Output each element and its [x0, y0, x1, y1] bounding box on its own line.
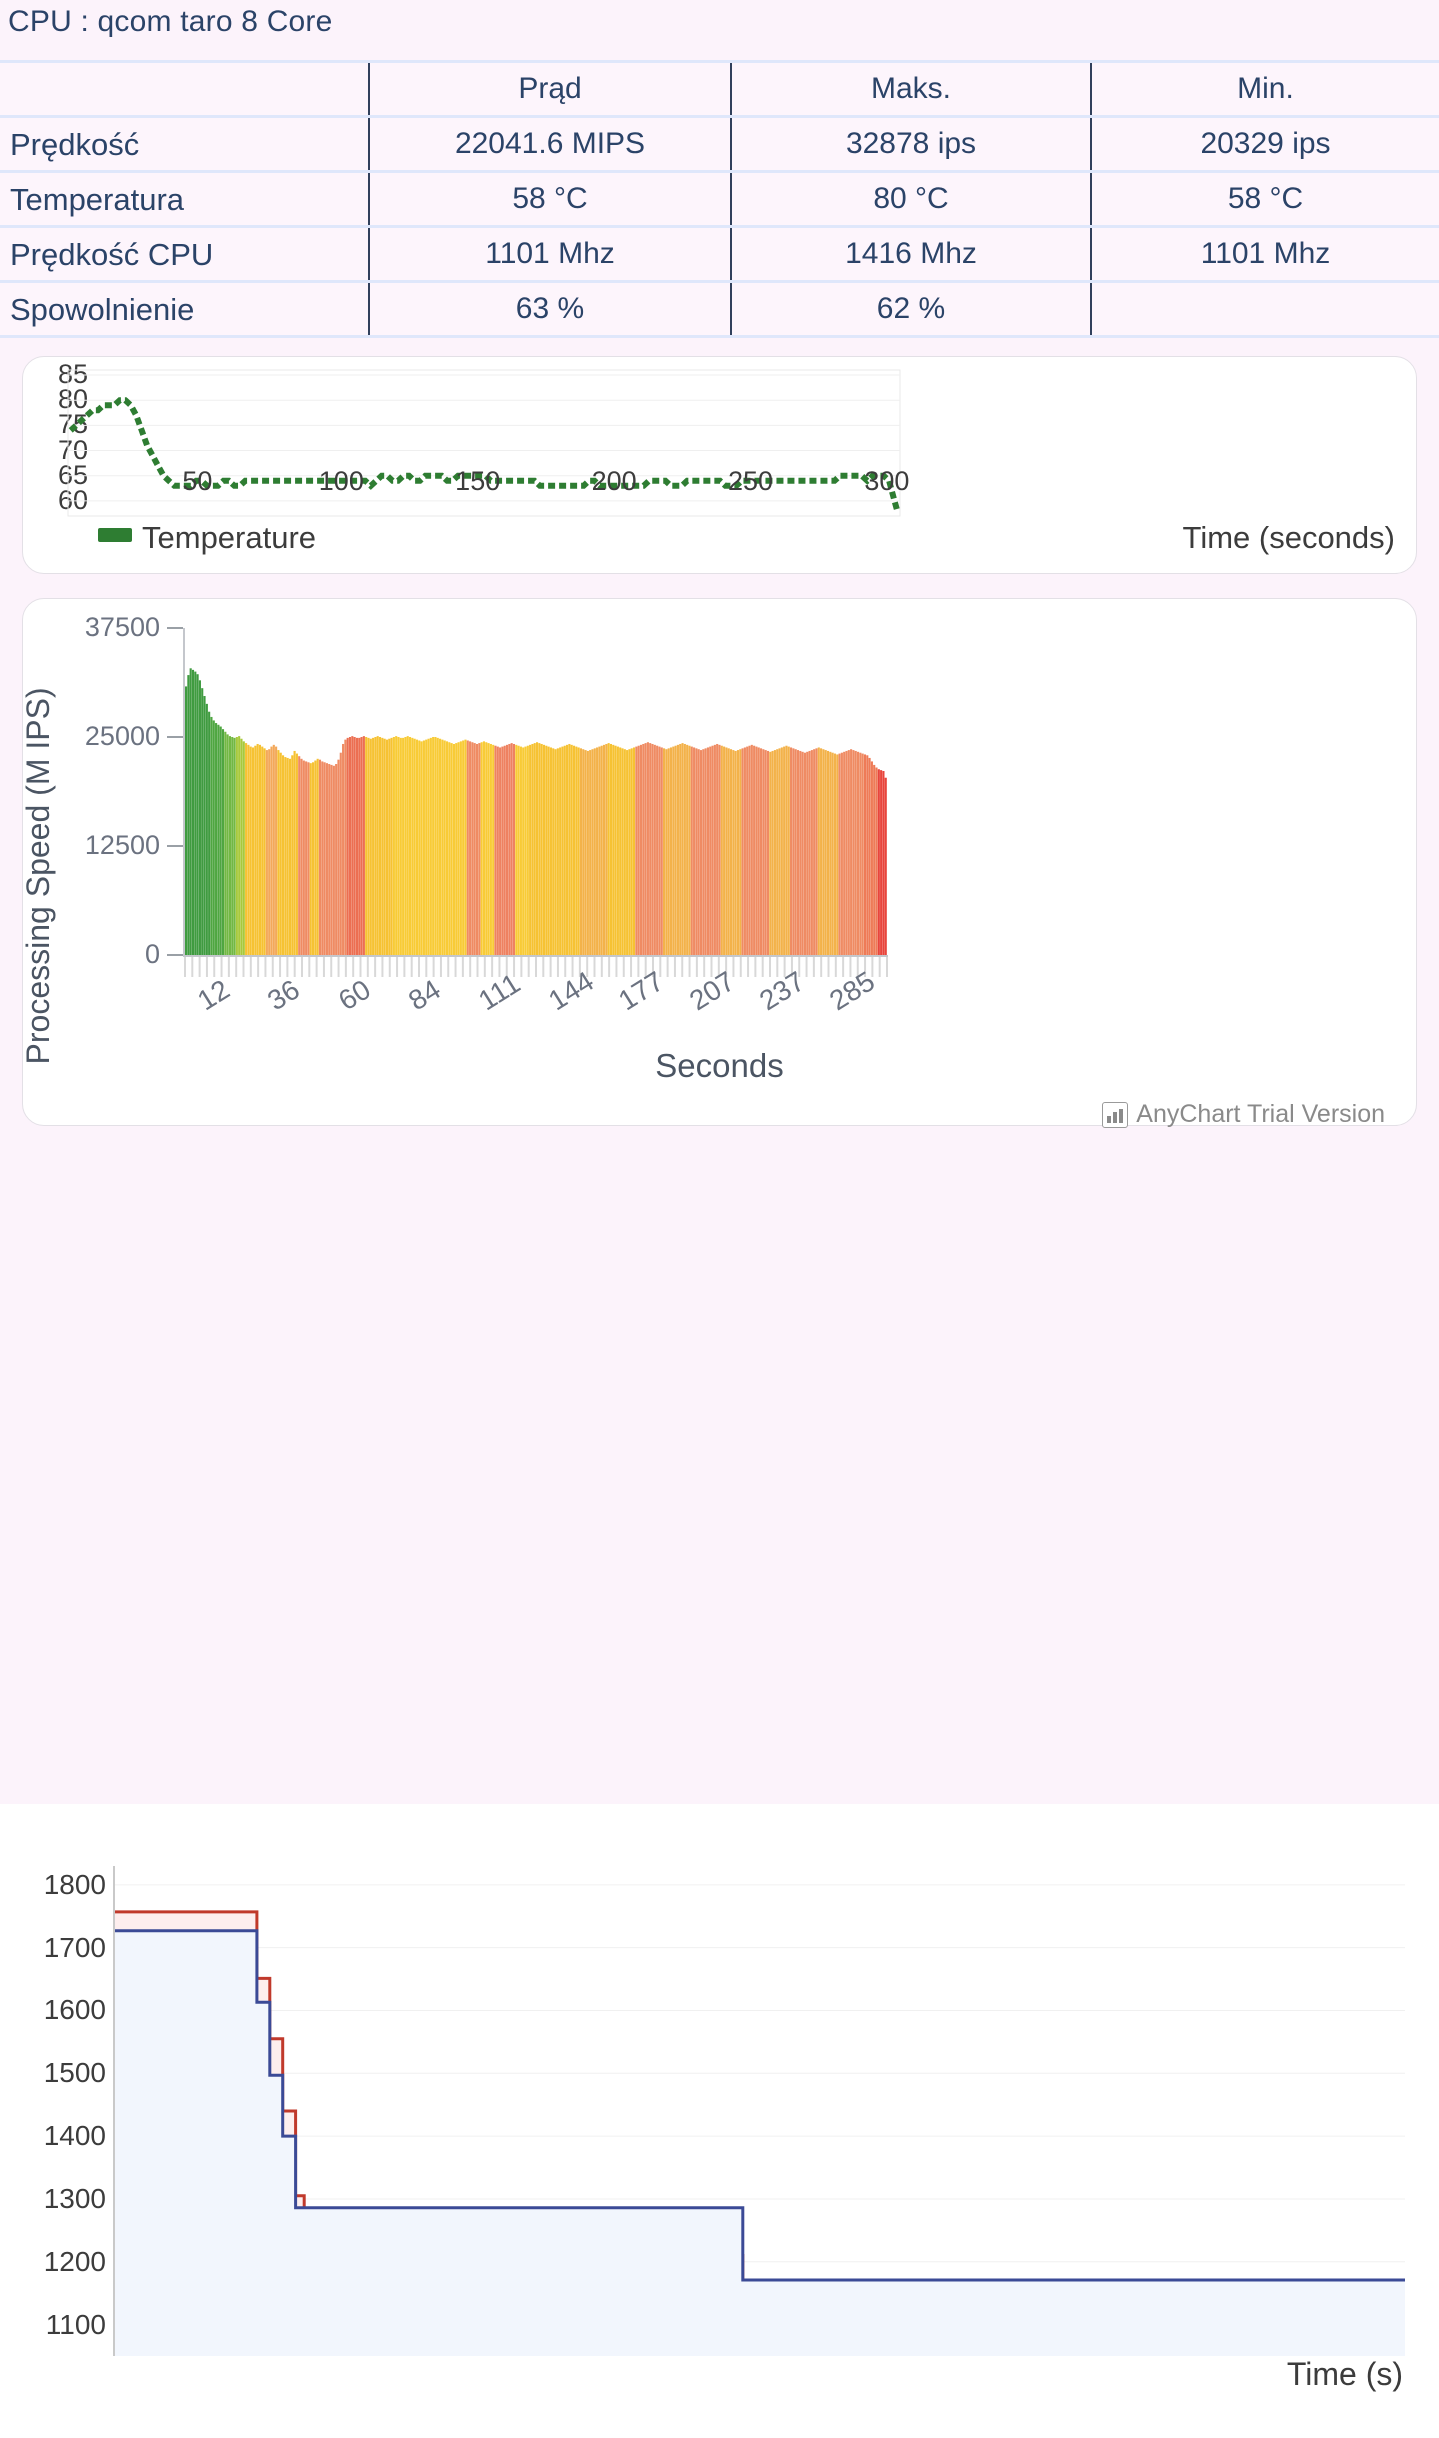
frequency-x-axis-title: Time (s)	[1286, 2356, 1403, 2392]
cpu-stats-table: Prąd Maks. Min. Prędkość 22041.6 MIPS 32…	[0, 60, 1439, 338]
table-header-min: Min.	[1091, 60, 1439, 118]
page-title: CPU : qcom taro 8 Core	[8, 5, 333, 38]
temperature-y-tick: 60	[57, 484, 88, 515]
speed-y-tick: 12500	[84, 830, 160, 860]
frequency-y-tick: 1200	[43, 2245, 106, 2277]
temperature-x-tick: 250	[727, 466, 774, 496]
row-max-temperature: 80 °C	[731, 170, 1092, 228]
bar-chart-icon	[1102, 1101, 1129, 1128]
frequency-step-series	[114, 1884, 1406, 2356]
temperature-legend: Temperature Time (seconds)	[22, 514, 1417, 562]
speed-y-tick-mark	[167, 627, 183, 629]
frequency-y-axis-line	[113, 1866, 115, 2356]
row-current-cpu-speed: 1101 Mhz	[368, 225, 732, 283]
cpu-frequency-chart: 1100 1200 1300 1400 1500 1600 1700 1800 Time (s…	[0, 1804, 1439, 2438]
speed-y-axis-line	[183, 628, 185, 955]
speed-x-axis-title: Seconds	[655, 1047, 784, 1084]
speed-y-tick-mark	[167, 736, 183, 738]
speed-x-axis-line	[183, 955, 888, 957]
speed-y-tick-mark	[167, 954, 183, 956]
table-header-max: Maks.	[731, 60, 1092, 118]
frequency-y-tick: 1600	[43, 1994, 106, 2026]
row-min-throttling	[1091, 280, 1439, 338]
table-row: Spowolnienie 63 % 62 %	[0, 280, 1439, 338]
temperature-chart-labels: 50 100 150 200 250 300 Temperature Time (second…	[22, 356, 1417, 574]
speed-bar-series	[184, 668, 888, 977]
speed-y-tick: 25000	[84, 721, 160, 751]
row-min-speed: 20329 ips	[1091, 115, 1439, 173]
frequency-y-tick: 1400	[43, 2120, 106, 2152]
processing-speed-chart: Processing Speed (M IPS) 0 12500 25000 3750…	[20, 598, 1417, 1129]
row-label-throttling: Spowolnienie	[0, 280, 369, 338]
temperature-x-tick: 300	[864, 466, 910, 496]
temperature-y-tick: 85	[57, 359, 88, 390]
speed-y-tick: 37500	[84, 612, 160, 642]
table-row: Temperatura 58 °C 80 °C 58 °C	[0, 170, 1439, 228]
frequency-y-tick: 1800	[43, 1868, 106, 1900]
anychart-watermark: AnyChart Trial Version	[1102, 1100, 1385, 1129]
row-current-throttling: 63 %	[368, 280, 732, 338]
speed-y-tick-mark	[167, 845, 183, 847]
watermark-label: AnyChart Trial Version	[1136, 1100, 1385, 1128]
row-max-cpu-speed: 1416 Mhz	[731, 225, 1092, 283]
frequency-y-tick: 1700	[43, 1931, 106, 1963]
temperature-chart: 60 65 70 75 80 85	[22, 356, 1417, 574]
table-row: Prędkość CPU 1101 Mhz 1416 Mhz 1101 Mhz	[0, 225, 1439, 283]
temperature-y-tick: 70	[57, 434, 88, 465]
row-current-temperature: 58 °C	[368, 170, 732, 228]
temperature-x-tick: 150	[455, 466, 501, 496]
row-max-speed: 32878 ips	[731, 115, 1092, 173]
temperature-y-tick: 65	[57, 459, 88, 490]
speed-y-tick: 0	[144, 939, 160, 969]
temperature-x-axis-title: Time (seconds)	[1182, 520, 1395, 555]
row-label-speed: Prędkość	[0, 115, 369, 173]
legend-color-swatch	[98, 528, 132, 542]
temperature-x-tick: 100	[318, 466, 364, 496]
frequency-y-tick: 1300	[43, 2182, 106, 2214]
row-min-cpu-speed: 1101 Mhz	[1091, 225, 1439, 283]
table-row: Prędkość 22041.6 MIPS 32878 ips 20329 ip…	[0, 115, 1439, 173]
row-min-temperature: 58 °C	[1091, 170, 1439, 228]
row-max-throttling: 62 %	[731, 280, 1092, 338]
temperature-chart-card	[22, 356, 1417, 574]
table-header-row: Prąd Maks. Min.	[0, 60, 1439, 118]
row-label-temperature: Temperatura	[0, 170, 369, 228]
temperature-x-tick: 50	[182, 466, 213, 496]
table-header-blank	[0, 60, 369, 118]
row-label-cpu-speed: Prędkość CPU	[0, 225, 369, 283]
row-current-speed: 22041.6 MIPS	[368, 115, 732, 173]
legend-label-temperature: Temperature	[142, 520, 317, 555]
temperature-line-series	[67, 369, 901, 517]
temperature-y-tick: 80	[57, 384, 88, 415]
table-header-current: Prąd	[368, 60, 732, 118]
frequency-y-tick: 1100	[45, 2308, 106, 2340]
frequency-y-tick: 1500	[43, 2057, 106, 2089]
temperature-x-tick: 200	[591, 466, 637, 496]
